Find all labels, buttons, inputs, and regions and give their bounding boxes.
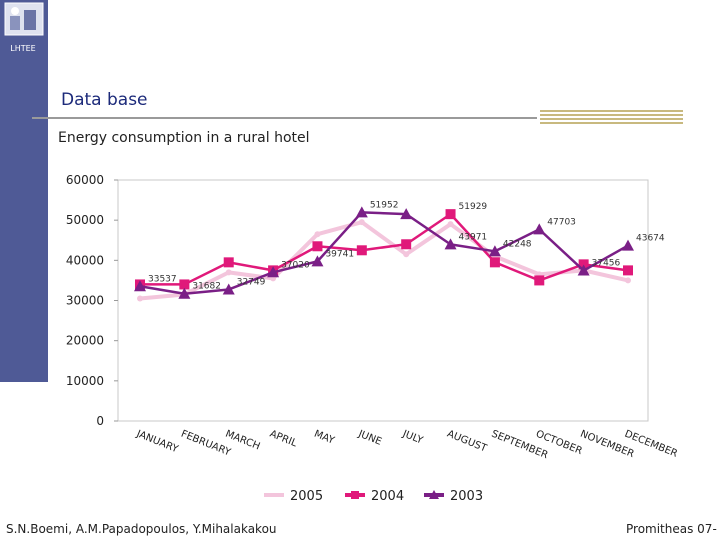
y-tick-label: 30000 — [66, 294, 104, 308]
chart-subtitle: Energy consumption in a rural hotel — [58, 130, 310, 146]
data-label: 32749 — [237, 277, 266, 287]
x-tick-label: APRIL — [268, 429, 299, 450]
data-label: 51929 — [459, 202, 488, 212]
page-title: Data base — [61, 90, 148, 110]
point-2004 — [623, 265, 633, 276]
legend-label-2005: 2005 — [290, 489, 323, 504]
point-2003 — [400, 208, 413, 220]
point-2003 — [267, 266, 280, 278]
x-tick-label: AUGUST — [445, 429, 489, 455]
x-tick-label: JANUARY — [134, 428, 180, 455]
series-line-2003 — [139, 211, 629, 295]
plot-area — [117, 179, 649, 422]
data-label: 33537 — [148, 274, 177, 284]
legend-marker-2003 — [429, 490, 439, 499]
point-2003 — [533, 223, 546, 235]
title-divider — [32, 117, 537, 119]
data-label: 47703 — [547, 217, 576, 227]
footer-authors: S.N.Boemi, A.M.Papadopoulos, Y.Mihalakak… — [6, 522, 277, 536]
point-2004 — [223, 257, 234, 268]
y-tick-label: 10000 — [66, 374, 104, 388]
point-2005 — [225, 269, 232, 276]
point-2004 — [534, 275, 545, 286]
y-tick-label: 50000 — [66, 213, 104, 227]
point-2005 — [314, 231, 321, 238]
x-tick-label: MAY — [312, 429, 336, 447]
data-label: 42248 — [503, 239, 532, 249]
point-2004 — [489, 257, 500, 268]
series-line-2004 — [140, 212, 629, 286]
series-line-2005 — [139, 220, 629, 301]
point-2003 — [355, 206, 368, 218]
point-2005 — [625, 277, 631, 284]
y-tick-label: 0 — [96, 414, 104, 428]
data-label: 43674 — [636, 234, 665, 244]
point-2004 — [445, 209, 456, 220]
footer-event: Promitheas 07- — [626, 522, 717, 536]
legend-label-2004: 2004 — [371, 489, 404, 504]
data-label: 37456 — [592, 259, 621, 269]
y-tick-label: 60000 — [66, 173, 104, 187]
x-tick-label: FEBRUARY — [179, 429, 233, 459]
lab-label: LHTEE — [10, 44, 36, 53]
y-tick-label: 40000 — [66, 253, 104, 267]
point-2003 — [488, 245, 501, 257]
point-2004 — [312, 241, 323, 252]
sidebar-band: LHTEE — [0, 0, 48, 382]
data-label: 31682 — [192, 282, 221, 292]
point-2004 — [578, 259, 589, 270]
data-label: 39741 — [325, 249, 354, 259]
legend-label-2003: 2003 — [450, 489, 483, 504]
point-2005 — [403, 251, 410, 258]
decorative-stripes — [540, 110, 683, 126]
point-2003 — [134, 280, 146, 292]
data-label: 43971 — [459, 232, 488, 242]
lab-logo-icon — [4, 2, 44, 36]
point-2004 — [401, 239, 412, 250]
point-2005 — [137, 295, 143, 302]
point-2005 — [358, 219, 365, 226]
x-tick-label: JUNE — [356, 428, 383, 448]
x-tick-label: JULY — [400, 428, 425, 447]
point-2003 — [178, 287, 191, 299]
point-2003 — [622, 239, 634, 251]
point-2005 — [447, 221, 454, 228]
data-label: 51952 — [370, 200, 399, 210]
point-2004 — [356, 245, 367, 256]
point-2003 — [311, 255, 324, 267]
y-tick-label: 20000 — [66, 334, 104, 348]
point-2003 — [222, 283, 235, 295]
point-2003 — [444, 238, 457, 250]
legend-marker-2004 — [351, 491, 359, 499]
data-label: 37020 — [281, 260, 310, 270]
point-2004 — [179, 279, 190, 290]
point-2003 — [577, 264, 590, 276]
